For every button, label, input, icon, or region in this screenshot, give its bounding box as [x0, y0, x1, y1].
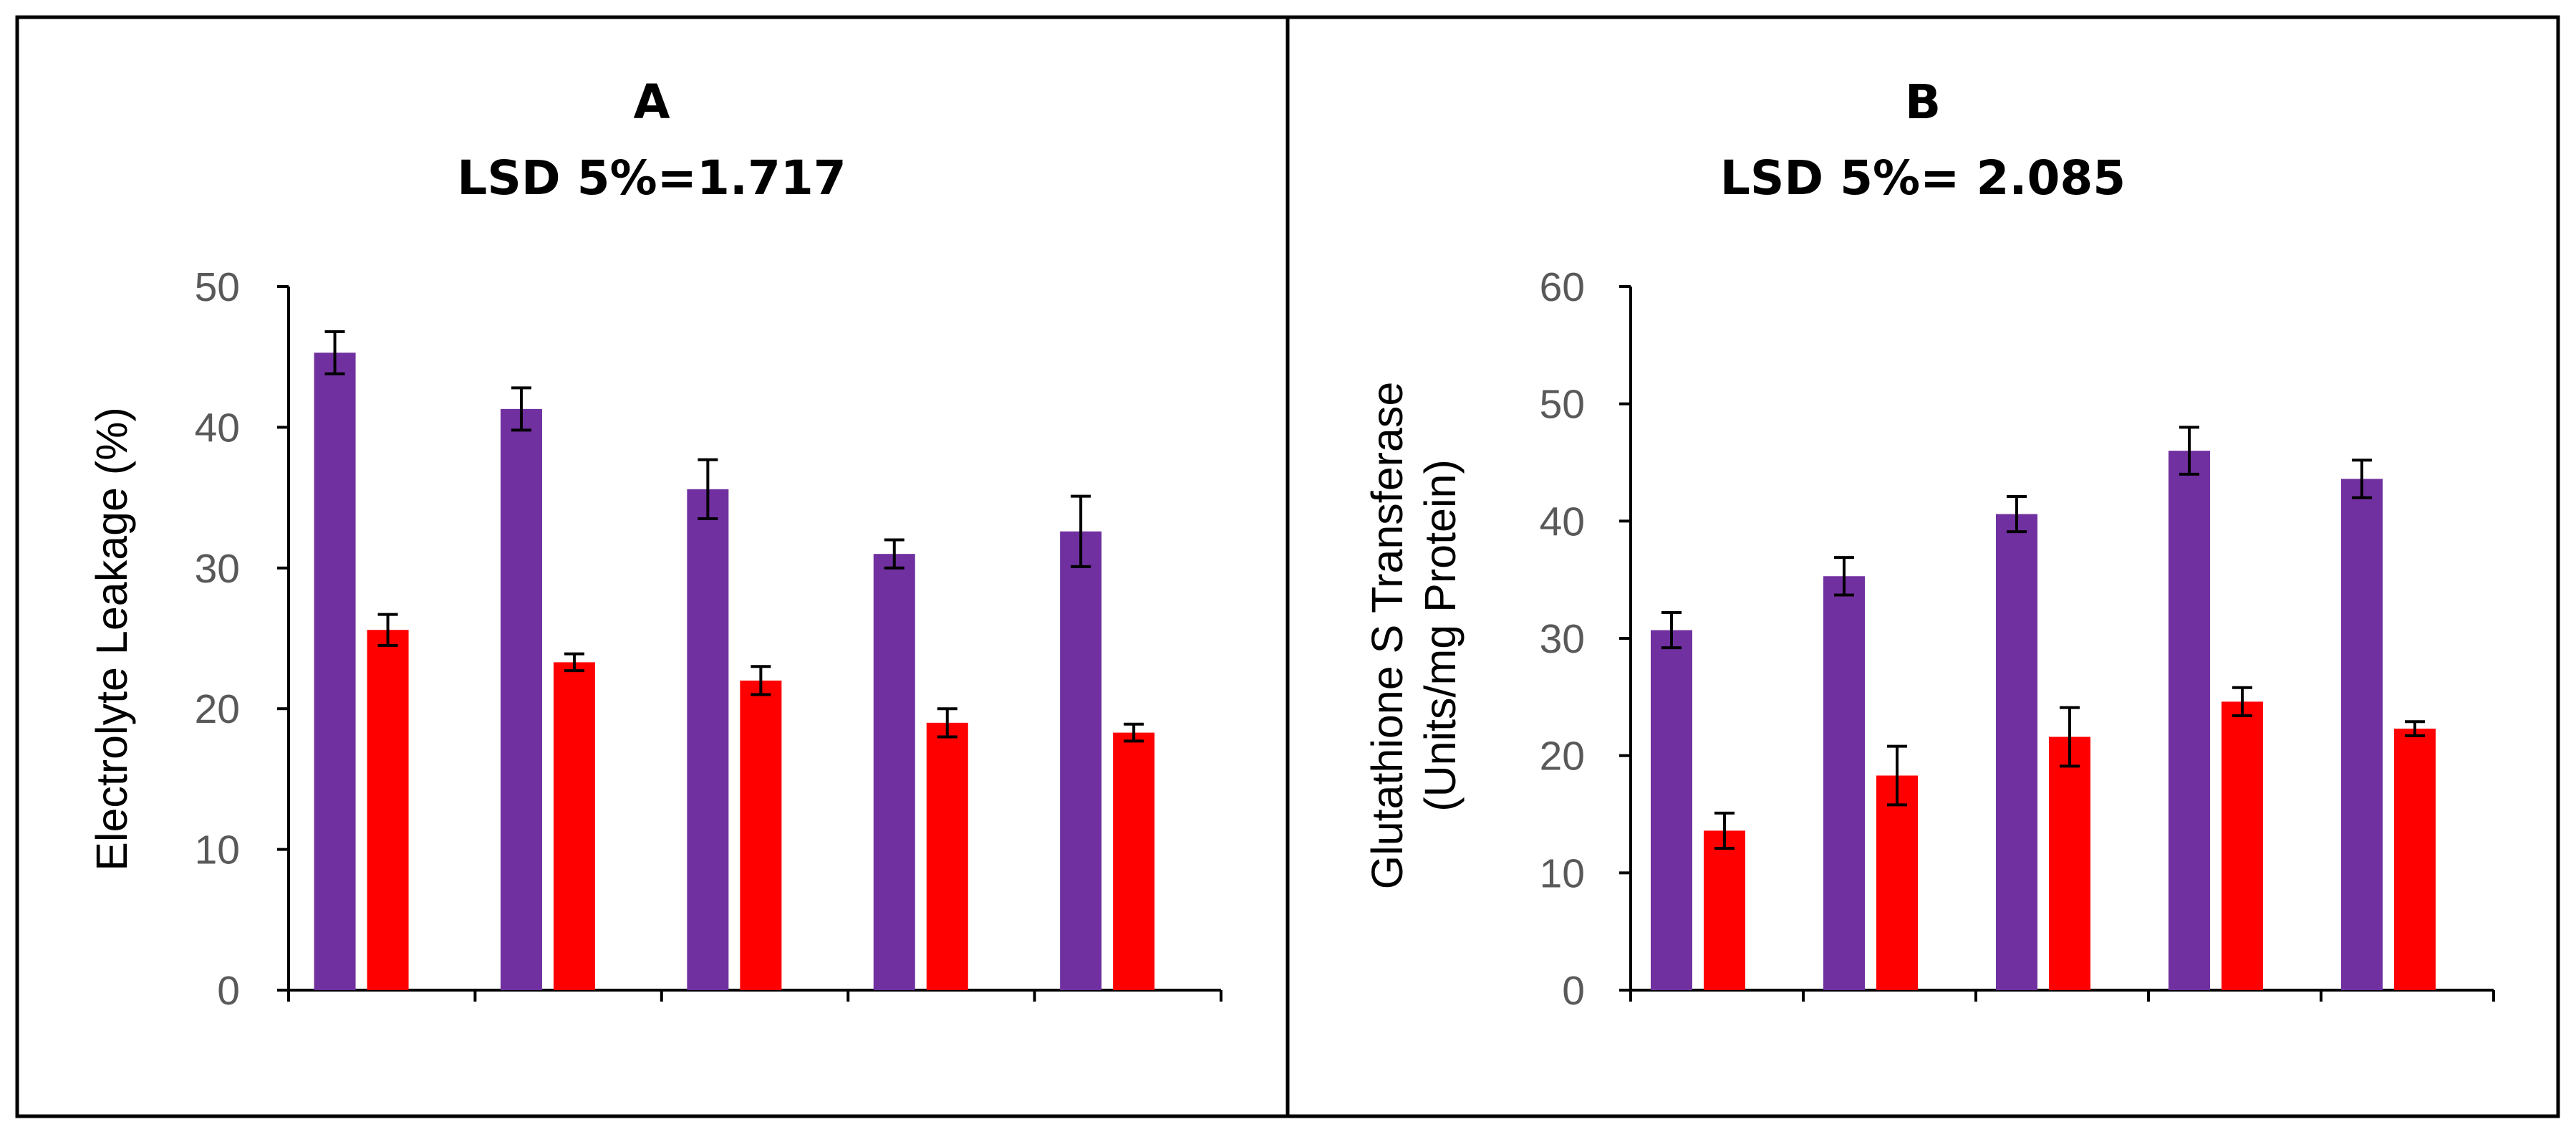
panel-b-error-bar-1-3 [2006, 494, 2027, 534]
panel-a-error-bar-2-4 [937, 707, 957, 739]
panel-b-y-tick-label: 0 [1562, 968, 1585, 1014]
panel-a-error-bar-2-3 [751, 665, 771, 696]
panel-a-y-tick-label: 50 [195, 264, 240, 310]
panel-a-error-bar-1-5 [1071, 494, 1091, 568]
panel-a-chart: A LSD 5%=1.717 Electrolyte Leakage (%) 0… [87, 75, 1222, 1014]
panel-a-title: A [633, 75, 670, 130]
panel-a-bars [314, 352, 1155, 991]
panel-a-bar-2-3 [740, 680, 782, 990]
panel-a-error-bar-1-2 [511, 386, 531, 432]
panel-b-bar-2-2 [1876, 775, 1918, 990]
panel-b-title: B [1905, 75, 1941, 130]
panel-b-bar-1-5 [2340, 479, 2383, 990]
panel-b-y-tick-label: 40 [1540, 499, 1585, 544]
panel-a-error-bars [324, 330, 1144, 743]
panel-b-y-tick-label: 10 [1540, 850, 1585, 896]
panel-a-bar-1-2 [500, 408, 542, 990]
panel-a-y-tick-label: 10 [195, 827, 240, 873]
panel-b-error-bars [1661, 426, 2425, 850]
panel-b-frame [1285, 15, 2560, 1118]
panel-a-y-axis-title-line-1: Electrolyte Leakage (%) [87, 407, 136, 871]
panel-a-bar-2-5 [1113, 732, 1155, 990]
panel-a-bar-2-2 [553, 662, 595, 990]
panel-a-error-bar-1-3 [698, 458, 718, 521]
panel-b-bar-2-5 [2393, 729, 2436, 990]
panel-b-y-axis-title: Glutathione S Transferase (Units/mg Prot… [1363, 382, 1465, 890]
panel-b-bar-1-4 [2168, 451, 2210, 990]
panel-b-y-tick-label: 30 [1540, 616, 1585, 662]
panel-a-y-axis: 0 10 20 30 40 50 [195, 264, 290, 1014]
panel-a-y-tick-label: 20 [195, 686, 240, 732]
panel-b-bar-2-4 [2221, 701, 2263, 990]
panel-b-y-axis: 0 10 20 30 40 50 60 [1540, 264, 1632, 1014]
panel-b-y-tick-label: 50 [1540, 382, 1585, 428]
panel-a-y-axis-title: Electrolyte Leakage (%) [87, 407, 136, 871]
panel-b-bar-2-3 [2048, 737, 2090, 990]
panel-b-y-axis-title-line-1: Glutathione S Transferase [1363, 382, 1412, 890]
panel-b-y-tick-label: 60 [1540, 264, 1585, 310]
panel-a-error-bar-1-1 [324, 330, 345, 375]
panel-a-y-tick-label: 0 [217, 968, 240, 1014]
panel-b-error-bar-2-4 [2232, 686, 2252, 718]
panel-b-chart: B LSD 5%= 2.085 Glutathione S Transferas… [1363, 75, 2495, 1014]
panel-b-error-bar-1-1 [1661, 610, 1682, 650]
panel-a-error-bar-2-2 [564, 652, 584, 673]
panel-a-y-tick-label: 40 [195, 405, 240, 451]
panel-b-bar-2-1 [1703, 830, 1745, 990]
panel-a-error-bar-2-1 [377, 613, 398, 647]
figure-frames [15, 15, 2560, 1118]
panel-b-bar-1-2 [1823, 576, 1865, 990]
panel-b-y-tick-label: 20 [1540, 734, 1585, 779]
panel-b-bar-1-3 [1995, 514, 2037, 990]
panel-b-error-bar-1-4 [2179, 426, 2199, 476]
panel-a-error-bar-2-5 [1124, 722, 1144, 743]
panel-a-bar-1-4 [873, 554, 915, 990]
panel-a-error-bar-1-4 [884, 538, 905, 570]
panel-b-error-bar-2-1 [1714, 811, 1735, 850]
panel-a-y-tick-label: 30 [195, 546, 240, 592]
panel-a-bar-1-1 [314, 352, 356, 991]
panel-b-y-axis-title-line-2: (Units/mg Protein) [1416, 459, 1465, 812]
panel-b-error-bar-2-2 [1886, 744, 1907, 807]
panel-b-error-bar-1-2 [1833, 556, 1854, 597]
panel-a-bar-2-1 [367, 630, 409, 990]
panel-b-error-bar-2-5 [2404, 720, 2425, 737]
panel-b-error-bar-2-3 [2059, 706, 2080, 768]
panel-b-bars [1650, 451, 2436, 990]
panel-b-subtitle: LSD 5%= 2.085 [1720, 150, 2126, 206]
panel-b-bar-1-1 [1650, 630, 1692, 990]
panel-b-error-bar-1-5 [2351, 459, 2372, 499]
panel-a-bar-2-4 [926, 722, 968, 990]
panel-a-bar-1-3 [687, 489, 729, 990]
panel-a-subtitle: LSD 5%=1.717 [457, 150, 846, 206]
panel-a-bar-1-5 [1060, 531, 1102, 990]
